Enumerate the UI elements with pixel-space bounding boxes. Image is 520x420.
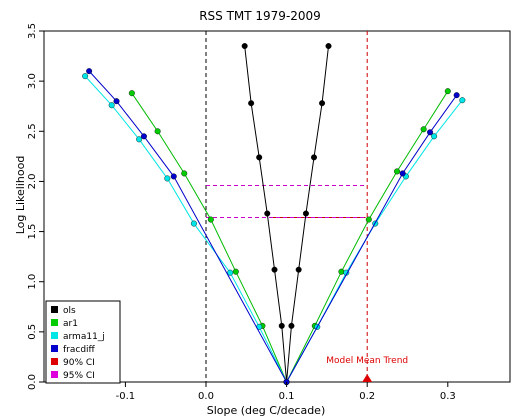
y-tick-label: 3.0 <box>27 73 38 89</box>
axes: -0.1 0.0 0.1 0.2 0.3 0.0 0.5 1.0 1.5 2.0 2.5 3.0 3.5 <box>27 23 456 402</box>
x-tick-label: -0.1 <box>116 391 136 402</box>
legend-label: 95% CI <box>63 371 95 381</box>
data-point <box>170 173 177 180</box>
y-tick-label: 0.0 <box>27 374 38 390</box>
y-tick-label: 2.5 <box>27 123 38 139</box>
series-line <box>244 45 330 383</box>
data-point <box>278 322 285 329</box>
data-point <box>136 136 143 143</box>
data-point <box>207 216 214 223</box>
legend-swatch <box>51 306 58 313</box>
x-tick-label: 0.1 <box>279 391 295 402</box>
data-point <box>128 90 135 97</box>
series-line <box>84 75 463 384</box>
model-mean-trend-marker <box>362 374 373 382</box>
data-point <box>338 268 345 275</box>
y-tick-label: 0.5 <box>27 324 38 340</box>
legend-label: arma11_j <box>63 332 105 342</box>
y-tick-label: 1.0 <box>27 274 38 290</box>
annotations: Model Mean Trend <box>326 356 408 382</box>
legend-swatch <box>51 319 58 326</box>
data-point <box>365 216 372 223</box>
model-mean-trend-label: Model Mean Trend <box>326 356 408 366</box>
data-point <box>264 210 271 217</box>
y-tick-label: 3.5 <box>27 23 38 39</box>
data-point <box>140 133 147 140</box>
data-point <box>444 88 451 95</box>
legend-label: fracdiff <box>63 345 96 355</box>
legend-swatch <box>51 345 58 352</box>
data-point <box>319 100 326 107</box>
series-line <box>88 70 458 384</box>
legend: ols ar1 arma11_j fracdiff 90% CI 95% CI <box>45 300 121 384</box>
series-arma11_j <box>82 73 466 386</box>
data-point <box>86 68 93 75</box>
data-point <box>311 154 318 161</box>
data-point <box>295 266 302 273</box>
y-tick-label: 1.5 <box>27 224 38 240</box>
data-point <box>248 100 255 107</box>
chart-title: RSS TMT 1979-2009 <box>199 9 321 23</box>
data-point <box>399 170 406 177</box>
data-point <box>108 102 115 109</box>
series-ols <box>241 43 332 386</box>
data-point <box>453 92 460 99</box>
data-point <box>271 266 278 273</box>
series-line <box>131 90 449 384</box>
legend-swatch <box>51 332 58 339</box>
x-tick-label: 0.3 <box>440 391 456 402</box>
data-point <box>227 269 234 276</box>
series-fracdiff <box>86 68 460 386</box>
legend-swatch <box>51 358 58 365</box>
legend-label: ols <box>63 306 76 316</box>
data-point <box>181 170 188 177</box>
data-point <box>459 97 466 104</box>
x-tick-label: 0.2 <box>359 391 375 402</box>
legend-box <box>45 300 121 384</box>
data-point <box>325 43 332 50</box>
data-point <box>420 126 427 133</box>
data-point <box>113 98 120 105</box>
data-point <box>431 133 438 140</box>
legend-label: ar1 <box>63 319 78 329</box>
legend-swatch <box>51 371 58 378</box>
data-point <box>154 128 161 135</box>
legend-label: 90% CI <box>63 358 95 368</box>
y-tick-label: 2.0 <box>27 173 38 189</box>
y-axis-label: Log Likelihood <box>14 156 27 235</box>
data-point <box>427 129 434 136</box>
data-point <box>164 175 171 182</box>
reference-lines <box>205 31 368 382</box>
data-point <box>241 43 248 50</box>
plot-frame <box>43 30 511 383</box>
x-tick-label: 0.0 <box>198 391 214 402</box>
data-point <box>190 220 197 227</box>
data-point <box>82 73 89 80</box>
data-point <box>302 210 309 217</box>
data-point <box>232 268 239 275</box>
series-layer <box>82 43 466 386</box>
data-point <box>394 168 401 175</box>
data-point <box>288 322 295 329</box>
data-point <box>256 154 263 161</box>
x-axis-label: Slope (deg C/decade) <box>207 404 326 417</box>
